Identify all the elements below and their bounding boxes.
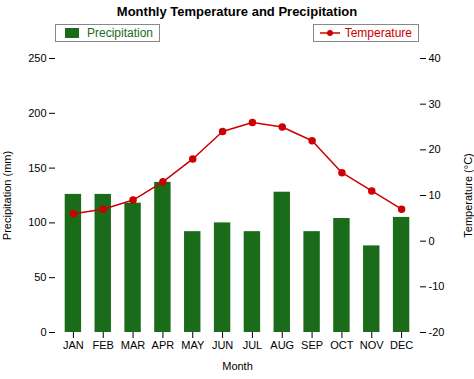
svg-text:APR: APR <box>152 339 175 351</box>
html-text:Monthly Temperature and Precip: Monthly Temperature and Precipitation <box>116 4 358 19</box>
svg-text:OCT: OCT <box>330 339 354 351</box>
svg-text:JUN: JUN <box>212 339 233 351</box>
html-text:Temperature: Temperature <box>344 26 412 40</box>
svg-text:-20: -20 <box>429 326 445 338</box>
svg-text:150: 150 <box>28 162 46 174</box>
svg-text:Month: Month <box>222 360 253 372</box>
svg-text:10: 10 <box>429 189 441 201</box>
svg-text:DEC: DEC <box>390 339 413 351</box>
svg-text:40: 40 <box>429 52 441 64</box>
svg-text:JUL: JUL <box>243 339 263 351</box>
svg-text:Precipitation (mm): Precipitation (mm) <box>1 151 13 240</box>
svg-text:20: 20 <box>429 143 441 155</box>
svg-text:250: 250 <box>28 52 46 64</box>
svg-text:-10: -10 <box>429 280 445 292</box>
svg-text:200: 200 <box>28 107 46 119</box>
svg-text:Temperature (°C): Temperature (°C) <box>462 153 474 237</box>
html-text:Precipitation: Precipitation <box>87 26 153 40</box>
svg-text:FEB: FEB <box>93 339 114 351</box>
svg-text:JAN: JAN <box>63 339 84 351</box>
svg-text:100: 100 <box>28 216 46 228</box>
svg-text:NOV: NOV <box>360 339 385 351</box>
svg-text:30: 30 <box>429 98 441 110</box>
svg-text:SEP: SEP <box>301 339 323 351</box>
svg-text:50: 50 <box>34 271 46 283</box>
svg-text:MAR: MAR <box>121 339 145 351</box>
svg-text:AUG: AUG <box>270 339 294 351</box>
svg-text:0: 0 <box>40 326 46 338</box>
svg-text:0: 0 <box>429 235 435 247</box>
svg-text:MAY: MAY <box>181 339 205 351</box>
